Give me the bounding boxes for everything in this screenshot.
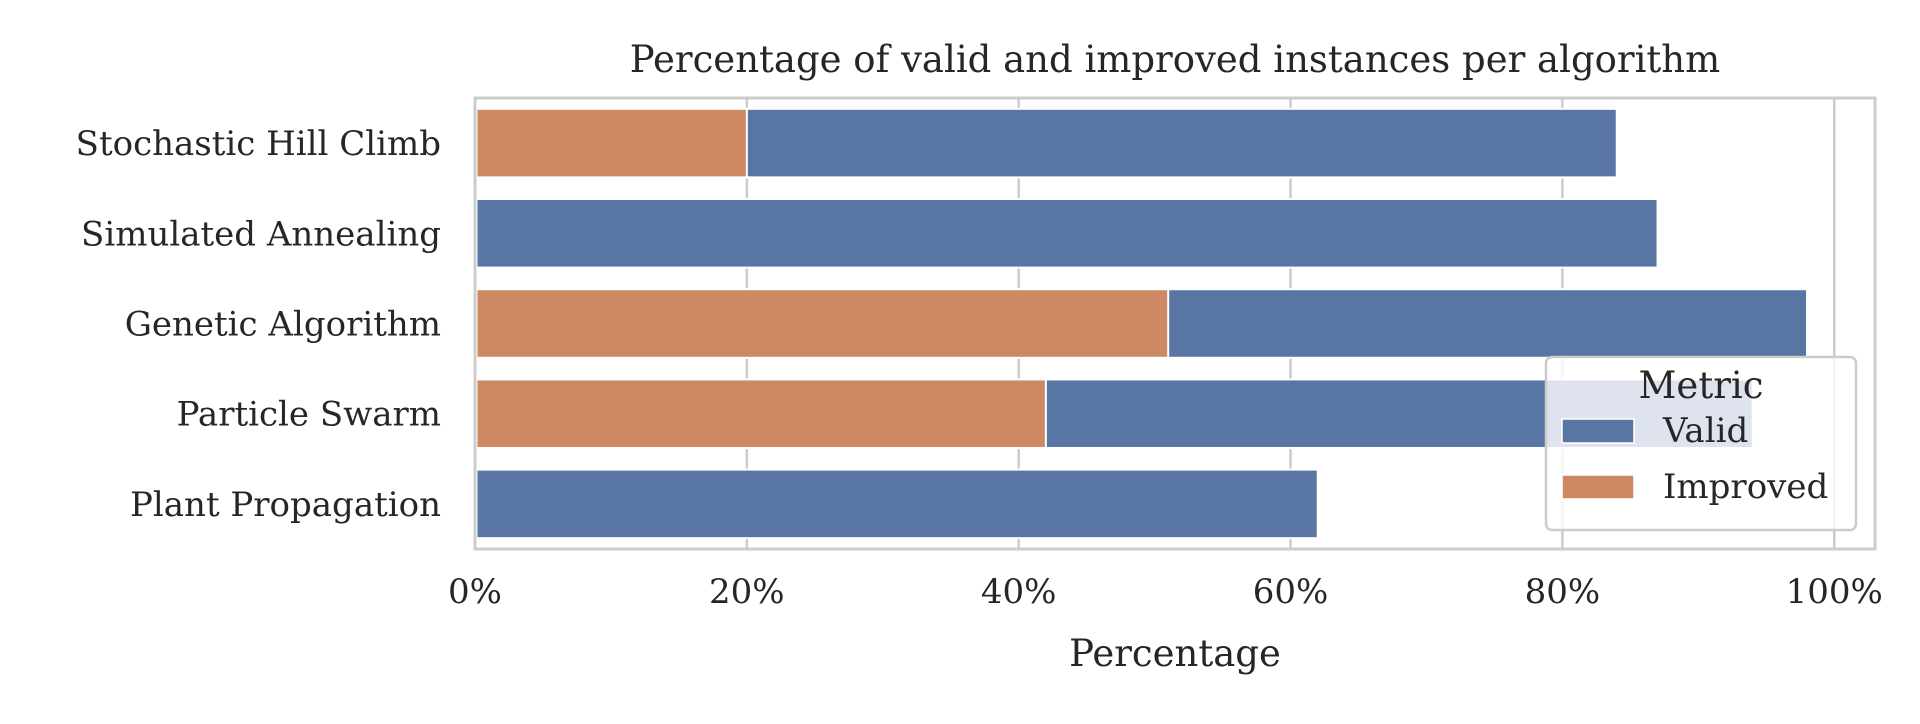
x-tick-label: 0%: [448, 572, 502, 612]
y-tick-label: Plant Propagation: [130, 485, 441, 525]
plot-frame: [473, 96, 1877, 551]
legend-items: Valid Improved: [1561, 411, 1828, 507]
bar-valid-1: [475, 198, 1659, 269]
y-tick-label: Genetic Algorithm: [125, 305, 441, 345]
legend-swatch-improved: [1561, 474, 1635, 500]
x-tick-label: 80%: [1525, 572, 1601, 612]
legend-label-improved: Improved: [1663, 467, 1828, 507]
y-axis-tick-labels: Stochastic Hill Climb Simulated Annealing…: [76, 124, 441, 525]
y-tick-label: Simulated Annealing: [81, 214, 441, 254]
y-tick-label: Particle Swarm: [177, 395, 441, 435]
x-tick-label: 60%: [1253, 572, 1329, 612]
bar-improved-0: [475, 107, 748, 179]
legend-swatch-valid: [1561, 418, 1635, 444]
legend: Metric Valid Improved: [1544, 355, 1858, 532]
y-tick-label: Stochastic Hill Climb: [76, 124, 441, 164]
legend-label-valid: Valid: [1662, 411, 1748, 451]
legend-title: Metric: [1639, 364, 1764, 407]
bar-improved-3: [475, 378, 1047, 449]
x-tick-label: 40%: [981, 572, 1057, 612]
chart-title: Percentage of valid and improved instanc…: [630, 38, 1720, 81]
x-axis-tick-labels: 0% 20% 40% 60% 80% 100%: [448, 572, 1883, 612]
x-axis-title: Percentage: [1069, 632, 1281, 675]
bar-valid-4: [475, 468, 1319, 540]
bar-improved-2: [475, 288, 1170, 359]
x-tick-label: 20%: [709, 572, 785, 612]
x-tick-label: 100%: [1786, 572, 1883, 612]
